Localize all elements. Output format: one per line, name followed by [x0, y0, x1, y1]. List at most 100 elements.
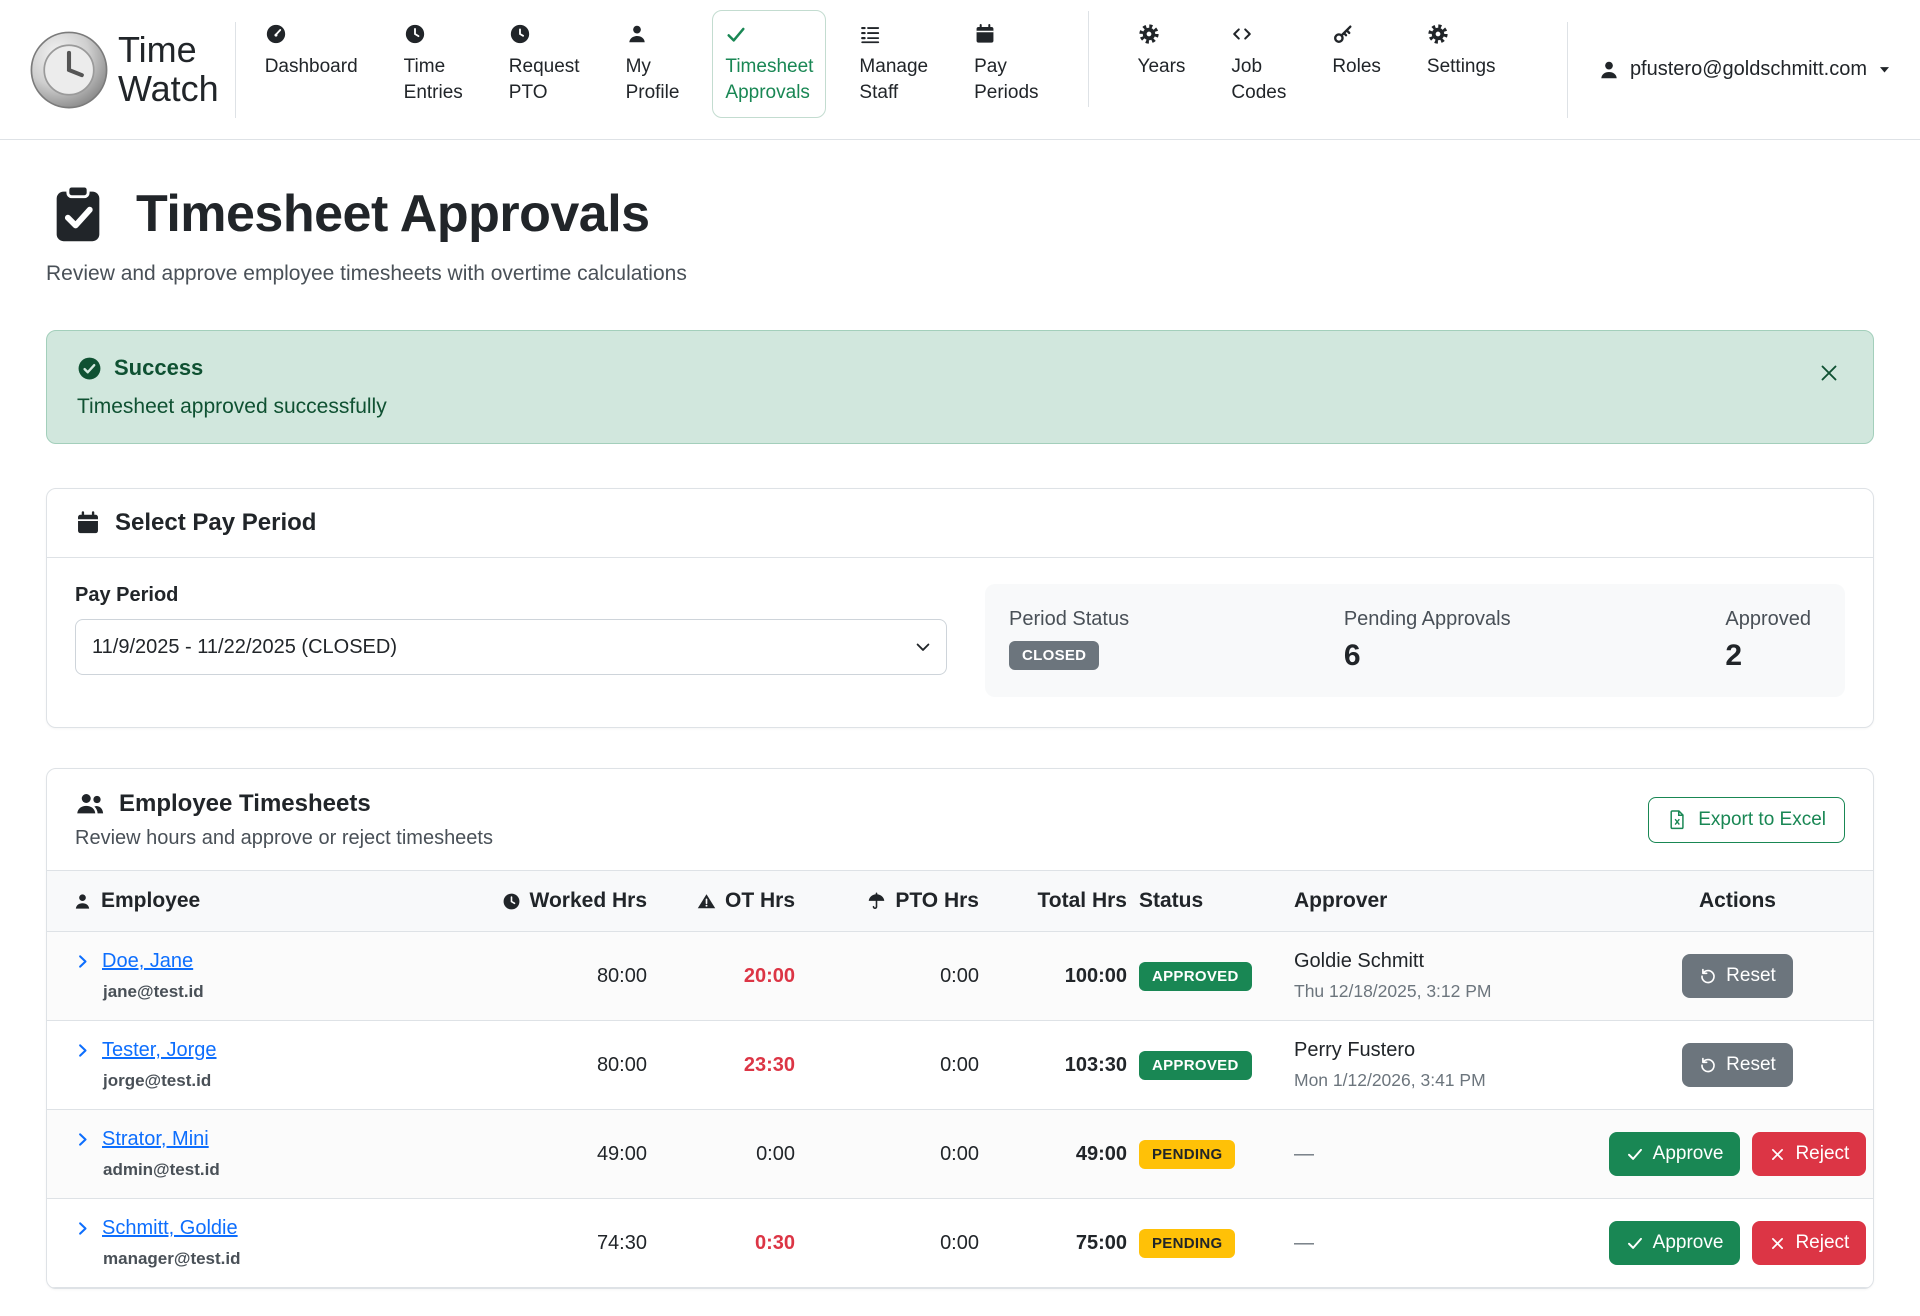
- watch-logo: [28, 29, 110, 111]
- employee-link[interactable]: Tester, Jorge: [102, 1039, 217, 1061]
- pto-hours: 0:00: [940, 1231, 979, 1254]
- nav-item-roles[interactable]: Roles: [1319, 10, 1394, 93]
- ot-hours: 0:30: [754, 1231, 795, 1254]
- pending-approvals-label: Pending Approvals: [1343, 608, 1511, 630]
- pto-hours: 0:00: [940, 964, 979, 987]
- reject-button[interactable]: Reject: [1752, 1221, 1867, 1265]
- period-status-stat: Period Status CLOSED: [1009, 608, 1129, 670]
- col-status: Status: [1139, 889, 1204, 912]
- period-status-label: Period Status: [1009, 608, 1130, 630]
- timesheet-row: Doe, Jane jane@test.id 80:00 20:00 0:00 …: [47, 932, 1873, 1021]
- nav-item-my-profile[interactable]: My Profile: [613, 10, 693, 118]
- nav-item-years[interactable]: Years: [1125, 10, 1199, 93]
- export-to-excel-button[interactable]: Export to Excel: [1648, 796, 1845, 843]
- clipboard-check-icon: [46, 182, 110, 246]
- nav-divider: [1087, 11, 1089, 108]
- warning-triangle-icon: [697, 892, 716, 911]
- timesheet-row: Tester, Jorge jorge@test.id 80:00 23:30 …: [47, 1021, 1873, 1110]
- gear-icon: [1138, 23, 1160, 45]
- ot-hours: 20:00: [743, 964, 795, 987]
- nav-label: Pay Periods: [974, 56, 1039, 103]
- nav-label: Years: [1137, 56, 1186, 77]
- alert-message: Timesheet approved successfully: [77, 395, 387, 418]
- col-approver: Approver: [1294, 889, 1388, 912]
- nav-label: Dashboard: [264, 56, 358, 77]
- approve-button[interactable]: Approve: [1608, 1221, 1741, 1265]
- total-hours: 100:00: [1064, 964, 1127, 987]
- clock-icon: [502, 892, 521, 911]
- nav-label: My Profile: [625, 56, 680, 103]
- brand-name: Time Watch: [118, 29, 219, 109]
- brand-home-link[interactable]: Time Watch: [28, 29, 219, 111]
- timesheets-card: Employee Timesheets Review hours and app…: [46, 768, 1874, 1289]
- pto-hours: 0:00: [940, 1053, 979, 1076]
- caret-down-icon: [1877, 62, 1892, 77]
- period-stats-panel: Period Status CLOSED Pending Approvals 6…: [985, 584, 1845, 697]
- nav-item-manage-staff[interactable]: Manage Staff: [846, 10, 941, 118]
- status-badge: PENDING: [1139, 1228, 1236, 1258]
- reject-button[interactable]: Reject: [1752, 1132, 1867, 1176]
- employee-email: jane@test.id: [103, 982, 204, 1001]
- reset-button[interactable]: Reset: [1682, 954, 1793, 998]
- approver-timestamp: Thu 12/18/2025, 3:12 PM: [1294, 981, 1492, 1001]
- period-status-badge: CLOSED: [1009, 641, 1100, 670]
- pay-period-field-label: Pay Period: [75, 584, 179, 606]
- timesheets-card-title: Employee Timesheets: [119, 790, 371, 817]
- check-icon: [1626, 1145, 1644, 1163]
- alert-title: Success: [114, 355, 204, 380]
- clock-icon: [404, 23, 426, 45]
- timesheets-table: Employee Worked Hrs OT Hrs: [47, 871, 1873, 1288]
- export-button-label: Export to Excel: [1698, 808, 1826, 830]
- pay-period-select[interactable]: 11/9/2025 - 11/22/2025 (CLOSED): [75, 619, 947, 675]
- nav-item-request-pto[interactable]: Request PTO: [496, 10, 593, 118]
- nav-item-settings[interactable]: Settings: [1414, 10, 1509, 93]
- approver-name: Goldie Schmitt: [1294, 950, 1425, 972]
- person-icon: [73, 892, 92, 911]
- alert-close-button[interactable]: [1813, 357, 1845, 389]
- employee-link[interactable]: Schmitt, Goldie: [102, 1217, 238, 1239]
- chevron-right-icon[interactable]: [73, 1041, 92, 1060]
- col-total-hrs: Total Hrs: [1037, 889, 1127, 912]
- approved-value: 2: [1725, 639, 1743, 672]
- user-account-menu[interactable]: pfustero@goldschmitt.com: [1551, 21, 1892, 118]
- total-hours: 49:00: [1075, 1142, 1127, 1165]
- nav-label: Time Entries: [403, 56, 463, 103]
- status-badge: APPROVED: [1139, 1050, 1252, 1080]
- nav-item-timesheet-approvals[interactable]: Timesheet Approvals: [712, 10, 827, 119]
- ot-hours: 23:30: [743, 1053, 795, 1076]
- no-approver-dash: —: [1294, 1231, 1314, 1254]
- check-icon: [1626, 1234, 1644, 1252]
- ot-hours: 0:00: [756, 1142, 795, 1165]
- employee-link[interactable]: Doe, Jane: [102, 950, 194, 972]
- nav-label: Roles: [1332, 56, 1381, 77]
- nav-divider: [1566, 21, 1568, 118]
- pending-approvals-stat: Pending Approvals 6: [1344, 608, 1511, 673]
- x-icon: [1769, 1146, 1786, 1163]
- employee-email: manager@test.id: [103, 1249, 241, 1268]
- approved-stat: Approved 2: [1725, 608, 1811, 673]
- chevron-right-icon[interactable]: [73, 1130, 92, 1149]
- page-subtitle: Review and approve employee timesheets w…: [46, 262, 687, 285]
- clock-history-icon: [509, 23, 531, 45]
- employee-link[interactable]: Strator, Mini: [102, 1128, 209, 1150]
- employee-email: jorge@test.id: [103, 1071, 212, 1090]
- nav-item-dashboard[interactable]: Dashboard: [252, 10, 371, 93]
- pto-hours: 0:00: [940, 1142, 979, 1165]
- chevron-right-icon[interactable]: [73, 1219, 92, 1238]
- table-header-row: Employee Worked Hrs OT Hrs: [47, 871, 1873, 932]
- reset-icon: [1699, 967, 1717, 985]
- nav-item-pay-periods[interactable]: Pay Periods: [961, 10, 1051, 118]
- user-email: pfustero@goldschmitt.com: [1629, 58, 1867, 80]
- key-icon: [1332, 23, 1354, 45]
- reset-button[interactable]: Reset: [1682, 1043, 1793, 1087]
- chevron-right-icon[interactable]: [73, 952, 92, 971]
- nav-item-time-entries[interactable]: Time Entries: [391, 10, 476, 118]
- approver-name: Perry Fustero: [1294, 1039, 1416, 1061]
- approve-button[interactable]: Approve: [1608, 1132, 1741, 1176]
- worked-hours: 80:00: [596, 1053, 647, 1076]
- nav-item-job-codes[interactable]: Job Codes: [1218, 10, 1299, 118]
- top-navbar: Time Watch Dashboard Time Entries Reques…: [0, 0, 1920, 140]
- nav-label: Manage Staff: [859, 56, 929, 103]
- code-icon: [1231, 23, 1253, 45]
- pay-period-card-title: Select Pay Period: [115, 509, 317, 536]
